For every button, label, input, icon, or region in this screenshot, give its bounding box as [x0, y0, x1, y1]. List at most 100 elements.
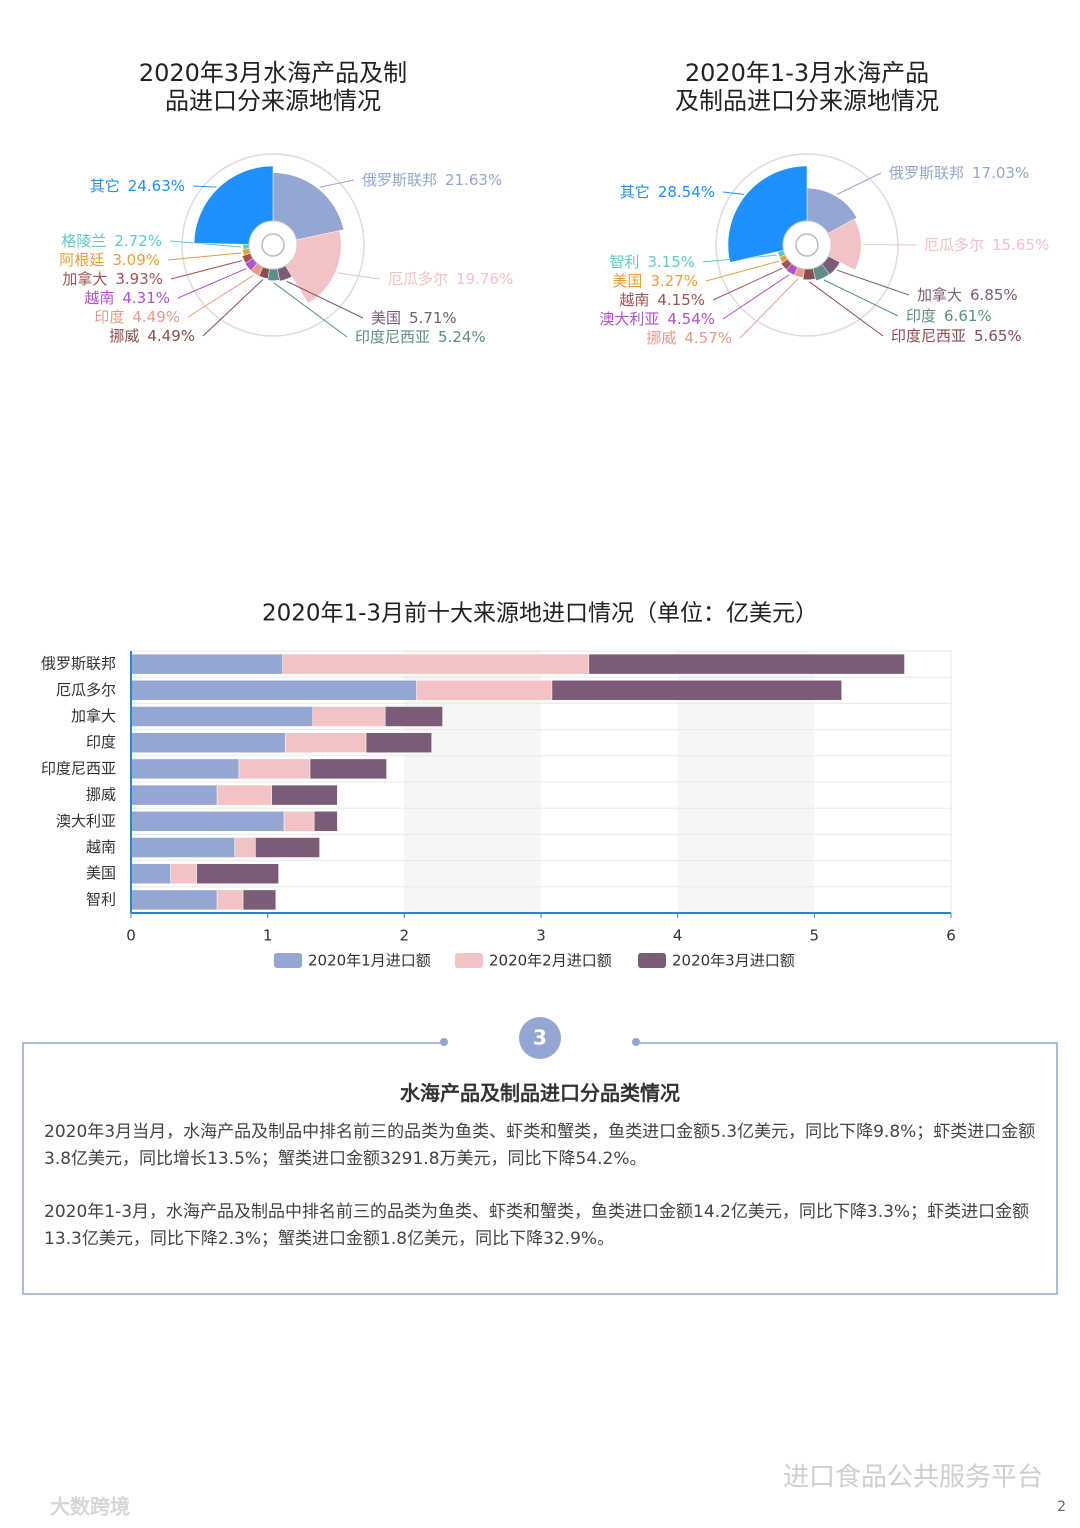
bar-segment	[313, 811, 338, 832]
leader-line	[337, 272, 381, 280]
legend-swatch	[638, 953, 666, 968]
page-number: 2	[1057, 1499, 1066, 1515]
paragraph: 2020年1-3月，水海产品及制品中排名前三的品类为鱼类、虾类和蟹类，鱼类进口金…	[44, 1202, 1030, 1249]
label-name: 印度	[94, 308, 124, 326]
leader-line	[705, 260, 780, 282]
bar-segment	[130, 889, 218, 911]
pie-label: 挪威 4.49%	[109, 327, 195, 345]
pie-label: 加拿大 6.85%	[917, 286, 1018, 304]
label-value: 3.09%	[112, 251, 160, 269]
y-tick-label: 厄瓜多尔	[56, 681, 116, 699]
bar-segment	[271, 784, 338, 806]
bar-segment	[416, 680, 553, 701]
x-tick-label: 1	[263, 927, 273, 945]
label-value: 4.49%	[147, 327, 195, 345]
leader-line	[192, 185, 217, 188]
y-tick-label: 印度尼西亚	[41, 759, 116, 777]
y-tick-label: 智利	[86, 890, 116, 908]
y-tick-label: 加拿大	[71, 707, 116, 725]
label-name: 美国	[371, 309, 401, 327]
leader-line	[722, 191, 744, 195]
chart-title: 2020年3月水海产品及制	[139, 59, 407, 87]
section-number: 3	[533, 1026, 547, 1050]
label-value: 4.57%	[684, 329, 732, 347]
pie-label: 厄瓜多尔 19.76%	[388, 270, 513, 288]
label-value: 19.76%	[456, 270, 513, 288]
label-name: 挪威	[646, 329, 676, 347]
watermark: 进口食品公共服务平台	[783, 1463, 1043, 1493]
label-name: 美国	[612, 272, 642, 290]
legend-label: 2020年2月进口额	[489, 952, 612, 970]
y-tick-label: 挪威	[86, 786, 116, 804]
label-name: 其它	[90, 177, 120, 195]
pie-label: 印度 4.49%	[94, 308, 180, 326]
y-tick-label: 澳大利亚	[56, 812, 116, 830]
pie-hole-inner	[261, 233, 285, 257]
bar-segment	[309, 758, 387, 780]
label-name: 澳大利亚	[599, 310, 659, 328]
pie-label: 美国 5.71%	[371, 309, 457, 327]
pie-outline	[181, 153, 365, 337]
bar-segment	[170, 863, 197, 884]
pie-label: 印度尼西亚 5.65%	[891, 327, 1022, 345]
bar-segment	[130, 680, 417, 701]
pie-label: 俄罗斯联邦 21.63%	[362, 171, 502, 189]
label-value: 6.61%	[944, 307, 992, 325]
chart-title: 2020年1-3月前十大来源地进口情况（单位：亿美元）	[262, 601, 818, 627]
bar-segment	[282, 653, 590, 675]
label-value: 24.63%	[128, 177, 185, 195]
pie-label: 格陵兰 2.72%	[61, 232, 162, 250]
label-name: 印度	[906, 307, 936, 325]
bar-segment	[130, 837, 236, 858]
label-value: 5.24%	[438, 328, 486, 346]
bar-segment	[242, 889, 277, 911]
label-value: 28.54%	[658, 183, 715, 201]
leader-line	[722, 274, 790, 320]
pie-label: 厄瓜多尔 15.65%	[924, 236, 1049, 254]
pie-label: 俄罗斯联邦 17.03%	[889, 164, 1029, 182]
chart-title: 品进口分来源地情况	[165, 87, 381, 115]
label-value: 2.72%	[114, 232, 162, 250]
dot	[632, 1038, 640, 1046]
pie-slice	[267, 268, 280, 281]
section-title: 水海产品及制品进口分品类情况	[400, 1081, 680, 1105]
legend-swatch	[274, 953, 302, 968]
pie-label: 澳大利亚 4.54%	[599, 310, 715, 328]
x-tick-label: 2	[400, 927, 410, 945]
dot	[440, 1038, 448, 1046]
label-value: 4.31%	[122, 289, 170, 307]
pie-label: 其它 28.54%	[620, 183, 715, 201]
pie-label: 美国 3.27%	[612, 272, 698, 290]
pie-label: 越南 4.15%	[619, 291, 705, 309]
bar-segment	[285, 732, 367, 753]
bar-segment	[130, 732, 286, 753]
label-name: 厄瓜多尔	[924, 236, 984, 254]
pie-label: 挪威 4.57%	[646, 329, 732, 347]
pie-label: 越南 4.31%	[84, 289, 170, 307]
label-name: 格陵兰	[61, 232, 106, 250]
label-name: 挪威	[109, 327, 139, 345]
bar-segment	[551, 680, 842, 701]
leader-line	[286, 280, 364, 319]
leader-line	[169, 240, 242, 248]
leader-line	[319, 179, 355, 188]
leader-line	[739, 278, 799, 339]
chart-title: 及制品进口分来源地情况	[675, 87, 939, 115]
leader-line	[273, 282, 348, 338]
bar-segment	[130, 863, 171, 884]
pie-label: 加拿大 3.93%	[62, 270, 163, 288]
leader-line	[836, 269, 910, 296]
label-name: 厄瓜多尔	[388, 270, 448, 288]
pie-label: 智利 3.15%	[609, 253, 695, 271]
label-value: 5.65%	[974, 327, 1022, 345]
x-tick-label: 3	[536, 927, 546, 945]
label-value: 3.93%	[115, 270, 163, 288]
leader-line	[712, 267, 783, 301]
label-name: 其它	[620, 183, 650, 201]
x-tick-label: 5	[810, 927, 820, 945]
label-name: 印度尼西亚	[891, 327, 966, 345]
paragraph: 2020年3月当月，水海产品及制品中排名前三的品类为鱼类、虾类和蟹类，鱼类进口金…	[44, 1122, 1036, 1169]
bar-segment	[196, 863, 279, 884]
